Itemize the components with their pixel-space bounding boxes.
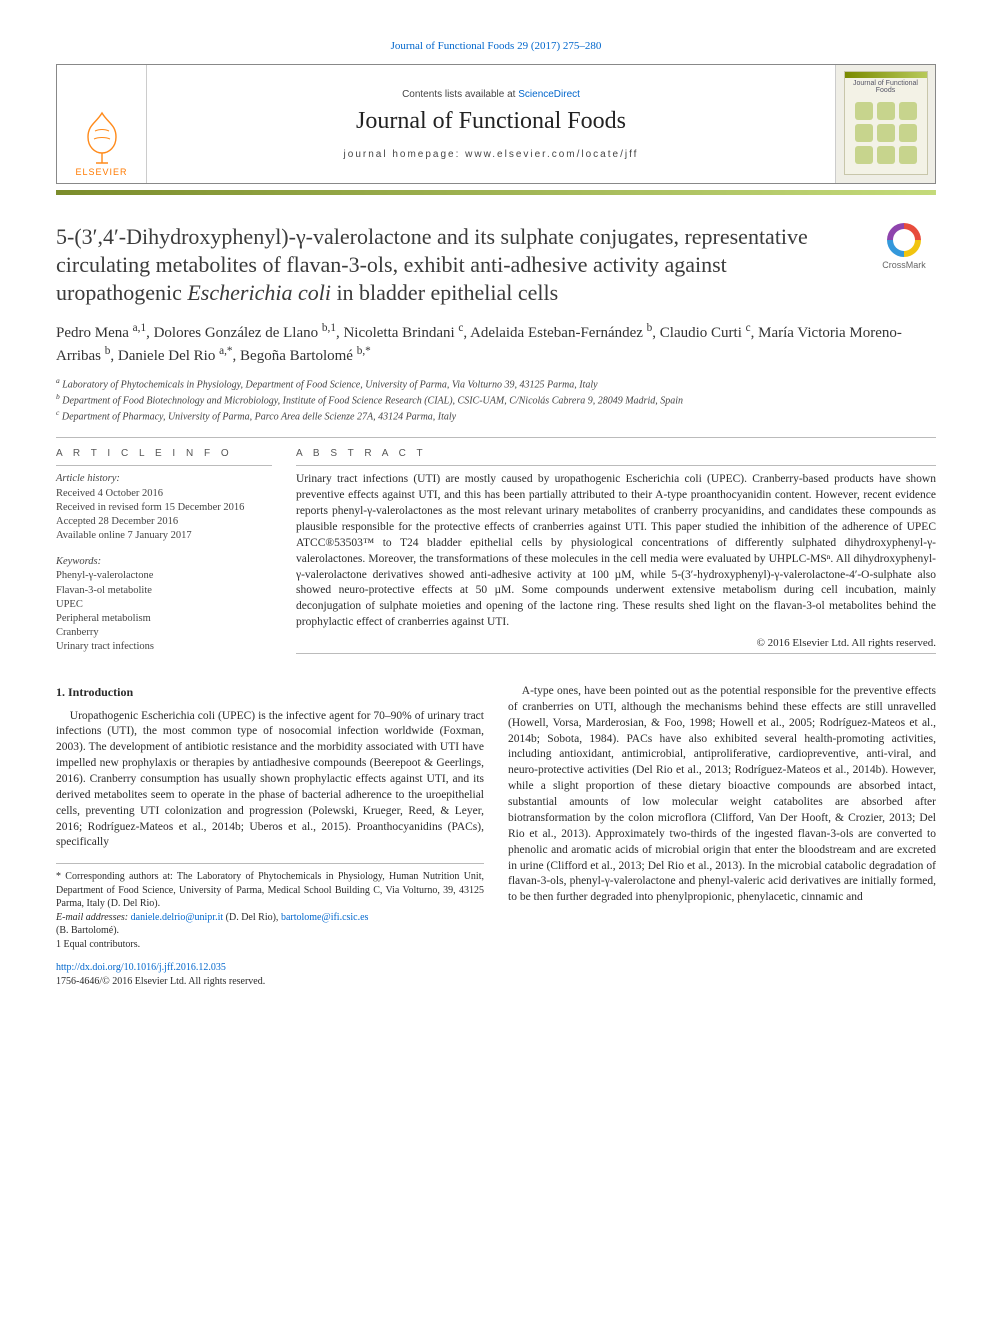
abstract: A B S T R A C T Urinary tract infections…: [296, 448, 936, 660]
doi-link[interactable]: http://dx.doi.org/10.1016/j.jff.2016.12.…: [56, 962, 226, 973]
cover-thumb-title: Journal of Functional Foods: [845, 80, 927, 94]
email-line: E-mail addresses: daniele.delrio@unipr.i…: [56, 911, 484, 925]
affiliations: a Laboratory of Phytochemicals in Physio…: [56, 376, 936, 423]
email-bartolome[interactable]: bartolome@ifi.csic.es: [281, 912, 369, 923]
banner-center: Contents lists available at ScienceDirec…: [147, 65, 835, 183]
journal-name: Journal of Functional Foods: [356, 108, 626, 135]
publisher-name: ELSEVIER: [75, 167, 127, 177]
abstract-body: Urinary tract infections (UTI) are mostl…: [296, 472, 936, 631]
cover-cell: Journal of Functional Foods: [835, 65, 935, 183]
history-line: Available online 7 January 2017: [56, 529, 272, 543]
email1-who: (D. Del Rio),: [223, 912, 281, 923]
author-list: Pedro Mena a,1, Dolores González de Llan…: [56, 321, 936, 366]
top-citation: Journal of Functional Foods 29 (2017) 27…: [56, 40, 936, 52]
body-column-left: 1. Introduction Uropathogenic Escherichi…: [56, 684, 484, 988]
keyword: Urinary tract infections: [56, 640, 272, 654]
accent-bar: [56, 190, 936, 195]
keywords-label: Keywords:: [56, 555, 272, 569]
affiliation-line: c Department of Pharmacy, University of …: [56, 408, 936, 424]
intro-paragraph-left: Uropathogenic Escherichia coli (UPEC) is…: [56, 709, 484, 852]
journal-cover-thumb: Journal of Functional Foods: [844, 71, 928, 175]
keyword: Phenyl-γ-valerolactone: [56, 569, 272, 583]
publisher-logo-cell: ELSEVIER: [57, 65, 147, 183]
journal-homepage: journal homepage: www.elsevier.com/locat…: [344, 149, 639, 160]
affiliation-line: a Laboratory of Phytochemicals in Physio…: [56, 376, 936, 392]
footnotes: * Corresponding authors at: The Laborato…: [56, 863, 484, 951]
issn-line: 1756-4646/© 2016 Elsevier Ltd. All right…: [56, 976, 265, 987]
history-line: Received in revised form 15 December 201…: [56, 501, 272, 515]
title-italic: Escherichia coli: [187, 280, 331, 305]
journal-banner: ELSEVIER Contents lists available at Sci…: [56, 64, 936, 184]
sciencedirect-link[interactable]: ScienceDirect: [518, 89, 580, 100]
crossmark-label: CrossMark: [882, 260, 926, 270]
page-footer: http://dx.doi.org/10.1016/j.jff.2016.12.…: [56, 961, 484, 988]
keyword: Peripheral metabolism: [56, 612, 272, 626]
crossmark-badge[interactable]: CrossMark: [872, 223, 936, 270]
corresponding-note: * Corresponding authors at: The Laborato…: [56, 870, 484, 911]
email-label: E-mail addresses:: [56, 912, 128, 923]
affiliation-line: b Department of Food Biotechnology and M…: [56, 392, 936, 408]
section-heading: 1. Introduction: [56, 684, 484, 701]
crossmark-icon: [887, 223, 921, 257]
article-info: A R T I C L E I N F O Article history: R…: [56, 448, 272, 660]
sciencedirect-line: Contents lists available at ScienceDirec…: [402, 89, 580, 100]
email2-who: (B. Bartolomé).: [56, 924, 484, 938]
intro-paragraph-right: A-type ones, have been pointed out as th…: [508, 684, 936, 906]
history-label: Article history:: [56, 472, 272, 486]
abstract-heading: A B S T R A C T: [296, 448, 936, 459]
article-info-heading: A R T I C L E I N F O: [56, 448, 272, 459]
top-citation-link[interactable]: Journal of Functional Foods 29 (2017) 27…: [391, 40, 602, 52]
body-column-right: A-type ones, have been pointed out as th…: [508, 684, 936, 988]
email-delrio[interactable]: daniele.delrio@unipr.it: [131, 912, 224, 923]
equal-contrib-note: 1 Equal contributors.: [56, 938, 484, 952]
title-part-2: in bladder epithelial cells: [331, 280, 558, 305]
keyword: UPEC: [56, 598, 272, 612]
keyword: Cranberry: [56, 626, 272, 640]
history-line: Received 4 October 2016: [56, 487, 272, 501]
history-line: Accepted 28 December 2016: [56, 515, 272, 529]
paper-title: 5-(3′,4′-Dihydroxyphenyl)-γ-valerolacton…: [56, 223, 858, 307]
abstract-copyright: © 2016 Elsevier Ltd. All rights reserved…: [296, 637, 936, 649]
keyword: Flavan-3-ol metabolite: [56, 584, 272, 598]
divider: [56, 437, 936, 438]
elsevier-tree-icon: [78, 109, 126, 165]
sd-prefix: Contents lists available at: [402, 89, 518, 100]
